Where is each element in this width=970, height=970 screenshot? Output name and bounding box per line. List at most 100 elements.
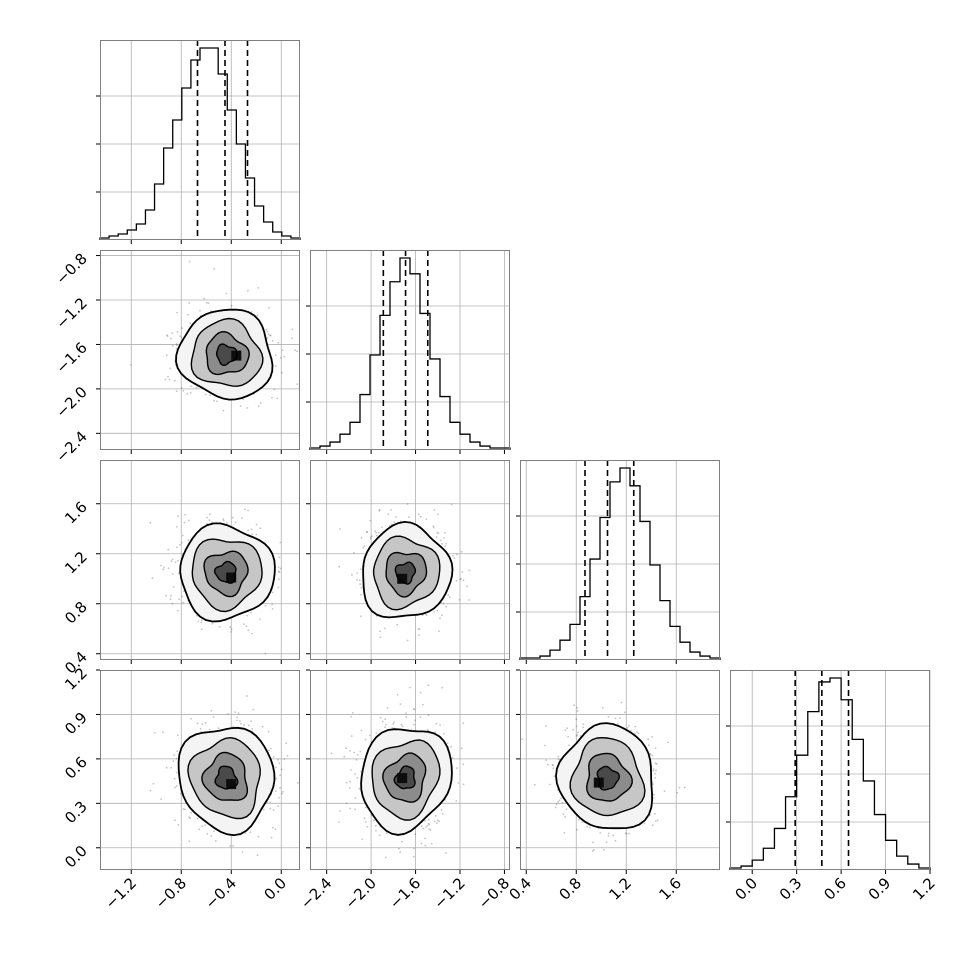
scatter-point	[521, 738, 524, 740]
scatter-point	[422, 827, 425, 830]
scatter-point	[203, 297, 206, 300]
x-tick-label: −1.2	[430, 874, 468, 912]
scatter-point	[356, 579, 358, 581]
scatter-point	[165, 354, 168, 357]
scatter-point	[274, 365, 277, 367]
scatter-point	[400, 723, 403, 726]
scatter-point	[229, 631, 232, 633]
scatter-point	[630, 729, 632, 732]
scatter-point	[364, 806, 367, 809]
scatter-point	[243, 724, 245, 726]
scatter-point	[434, 731, 437, 734]
scatter-point	[359, 583, 362, 586]
histogram-panel-3	[516, 460, 721, 660]
scatter-point	[459, 578, 462, 581]
scatter-point	[200, 621, 203, 624]
panel-frame	[100, 40, 300, 240]
scatter-point	[286, 754, 289, 757]
scatter-point	[401, 840, 403, 843]
plot-area	[520, 460, 720, 660]
scatter-point	[201, 723, 204, 725]
scatter-point	[163, 566, 166, 569]
scatter-point	[181, 534, 184, 537]
scatter-point	[174, 786, 176, 789]
scatter-point	[210, 835, 213, 837]
scatter-point	[257, 835, 260, 838]
y-tick-label: −0.8	[52, 250, 90, 288]
scatter-point	[252, 708, 255, 711]
scatter-point	[272, 809, 275, 811]
scatter-point	[160, 564, 162, 567]
scatter-point	[651, 736, 653, 738]
scatter-point	[171, 602, 174, 605]
scatter-point	[607, 832, 610, 835]
scatter-point	[557, 758, 560, 760]
scatter-point	[164, 378, 167, 381]
y-tick-label: −1.6	[52, 339, 90, 377]
scatter-point	[236, 719, 239, 722]
scatter-point	[378, 834, 381, 837]
scatter-point	[244, 508, 246, 511]
x-tick-label: 0.4	[505, 874, 535, 904]
scatter-point	[176, 734, 179, 736]
scatter-point	[396, 693, 399, 696]
histogram-step-line	[729, 677, 931, 870]
x-tick-label: −1.6	[386, 874, 424, 912]
scatter-point	[663, 790, 666, 792]
panel-frame	[100, 460, 300, 660]
scatter-point	[151, 577, 154, 580]
scatter-point	[430, 842, 433, 845]
x-axis-param-1	[130, 240, 282, 244]
scatter-point	[362, 547, 364, 549]
scatter-point	[436, 822, 438, 825]
scatter-point	[625, 832, 628, 835]
scatter-point	[363, 817, 366, 820]
scatter-point	[655, 769, 657, 772]
panel-frame	[310, 670, 510, 870]
panel-frame	[310, 460, 510, 660]
scatter-point	[200, 628, 203, 631]
scatter-point	[350, 735, 353, 737]
contour-line	[190, 317, 264, 387]
scatter-point	[385, 832, 388, 834]
scatter-point	[247, 289, 249, 292]
scatter-point	[395, 516, 397, 518]
scatter-point	[419, 691, 422, 694]
scatter-point	[462, 722, 465, 724]
scatter-point	[198, 828, 201, 831]
scatter-point	[424, 837, 426, 840]
scatter-point	[562, 813, 565, 816]
scatter-point	[176, 526, 178, 528]
y-axis-param-2: −2.4 −2.0 −1.6 −1.2 −0.8	[52, 250, 100, 466]
scatter-point	[421, 614, 424, 617]
scatter-point	[654, 772, 657, 775]
scatter-point	[425, 826, 427, 828]
scatter-point	[405, 712, 407, 715]
scatter-point	[217, 727, 220, 730]
scatter-point	[405, 716, 408, 718]
scatter-panel-1	[100, 250, 300, 450]
scatter-point	[599, 832, 602, 834]
scatter-point	[455, 579, 458, 582]
scatter-point	[593, 849, 595, 851]
scatter-point	[232, 844, 235, 847]
scatter-point	[444, 532, 446, 534]
scatter-point	[197, 620, 200, 623]
scatter-point	[360, 729, 363, 732]
scatter-point	[654, 747, 657, 749]
scatter-point	[175, 757, 178, 760]
scatter-point	[237, 712, 240, 715]
contour-line	[382, 752, 427, 803]
panel-content	[100, 250, 300, 450]
scatter-point	[358, 787, 361, 790]
scatter-point	[149, 789, 152, 792]
scatter-point	[420, 825, 423, 828]
scatter-point	[168, 378, 171, 381]
scatter-point	[436, 531, 438, 534]
scatter-panel-4	[100, 670, 300, 870]
scatter-point	[445, 605, 447, 608]
scatter-panel-2	[100, 460, 300, 660]
histogram-step-line	[99, 47, 301, 240]
y-axis-param-3	[306, 503, 310, 655]
